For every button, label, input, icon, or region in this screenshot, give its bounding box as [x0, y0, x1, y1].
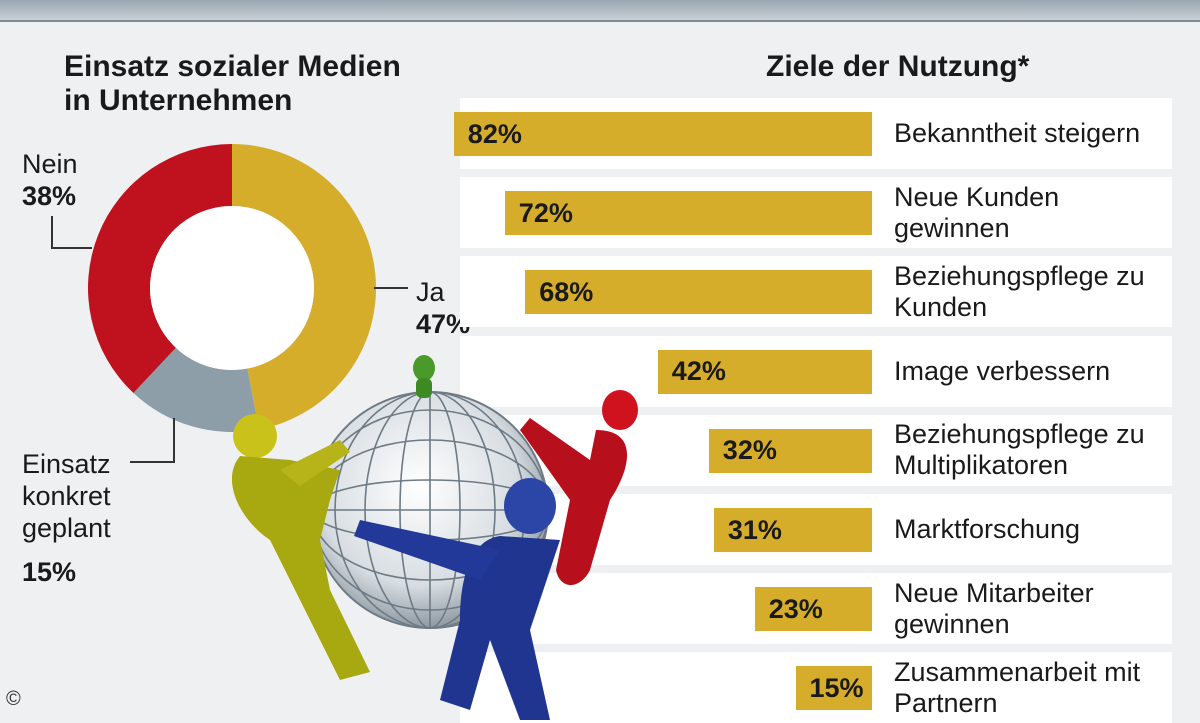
donut-chart-title: Einsatz sozialer Medien in Unternehmen: [64, 50, 401, 117]
bar-value-label-2: 68%: [539, 276, 594, 307]
bar-2: 68%: [525, 270, 872, 315]
bar-chart-title: Ziele der Nutzung*: [766, 50, 1030, 83]
bar-category-label-0: Bekanntheit steigern: [894, 118, 1141, 148]
bar-5: 31%: [713, 508, 872, 552]
donut-label-geplant-text: Einsatz konkret geplant: [22, 449, 111, 543]
donut-slice-1: [133, 347, 259, 433]
top-bar: [0, 0, 1200, 22]
bar-category-label-5: Marktforschung: [894, 514, 1081, 544]
bar-value-label-4: 32%: [722, 435, 777, 466]
leader-line-geplant: [130, 418, 175, 463]
bar-value-label-3: 42%: [671, 356, 726, 387]
bar-3: 42%: [657, 349, 872, 394]
bar-category-label-2: Beziehungspflege zu Kunden: [894, 260, 1145, 322]
donut-label-ja: Ja 47%: [416, 276, 470, 340]
donut-label-nein-value: 38%: [22, 181, 77, 211]
bar-value-label-5: 31%: [727, 514, 782, 545]
bar-1: 72%: [504, 191, 872, 236]
bar-value-label-1: 72%: [518, 197, 573, 228]
bar-category-label-6: Neue Mitarbeiter gewinnen: [894, 577, 1094, 639]
bar-category-label-7: Zusammenarbeit mit Partnern: [894, 656, 1141, 718]
copyright-mark: ©: [6, 688, 21, 710]
bar-6: 23%: [754, 587, 872, 632]
bar-category-label-3: Image verbessern: [894, 355, 1111, 386]
donut-slice-0: [232, 144, 377, 430]
bar-4: 32%: [708, 428, 872, 473]
bar-value-label-7: 15%: [809, 672, 864, 703]
donut-hole: [150, 206, 314, 370]
donut-label-ja-text: Ja: [416, 277, 445, 307]
bar-value-label-6: 23%: [768, 593, 823, 624]
donut-slice-2: [87, 144, 232, 393]
donut-label-nein-text: Nein: [22, 149, 78, 179]
bar-category-label-4: Beziehungspflege zu Multiplikatoren: [894, 419, 1145, 481]
bar-category-label-1: Neue Kunden gewinnen: [894, 181, 1060, 243]
bar-value-label-0: 82%: [467, 118, 522, 149]
leader-line-nein: [51, 216, 92, 249]
donut-label-geplant: Einsatz konkret geplant 15%: [22, 448, 162, 588]
donut-label-nein: Nein 38%: [22, 148, 78, 212]
bar-7: 15%: [795, 666, 872, 711]
bar-0: 82%: [453, 112, 872, 156]
donut-label-geplant-value: 15%: [22, 557, 77, 587]
